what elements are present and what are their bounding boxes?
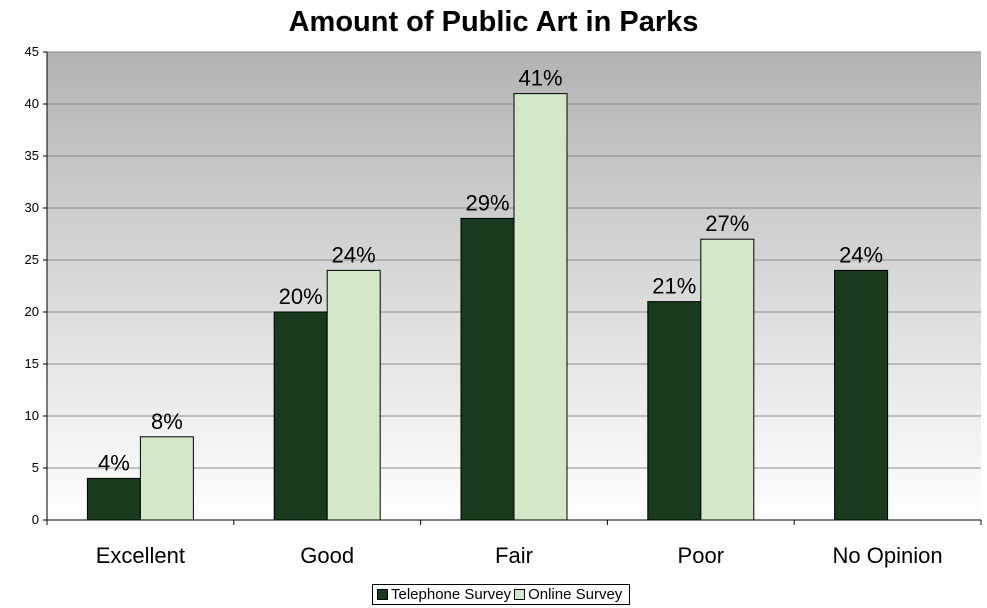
axes: [43, 51, 982, 525]
legend-item-telephone: Telephone Survey: [377, 586, 511, 603]
y-tick-labels: 0 5 10 15 20 25 30 35 40 45: [25, 44, 39, 527]
data-label: 8%: [151, 409, 183, 434]
x-category-label: Fair: [495, 543, 533, 568]
y-tick-label: 30: [25, 200, 39, 215]
y-tick-label: 0: [32, 512, 39, 527]
data-label: 20%: [279, 284, 323, 309]
bars: [86, 93, 889, 521]
x-category-label: No Opinion: [833, 543, 943, 568]
chart-title: Amount of Public Art in Parks: [288, 6, 699, 38]
y-tick-label: 40: [25, 96, 39, 111]
legend-label-online: Online Survey: [528, 586, 623, 603]
bar-telephone: [647, 301, 702, 521]
bar-telephone: [460, 217, 515, 521]
bar-telephone: [273, 311, 328, 521]
data-label: 27%: [705, 211, 749, 236]
legend-swatch-online: [514, 589, 526, 600]
bar-online: [700, 238, 755, 521]
y-tick-label: 25: [25, 252, 39, 267]
data-label: 29%: [465, 190, 509, 215]
bar-online: [513, 93, 568, 521]
x-category-label: Poor: [678, 543, 724, 568]
y-tick-label: 15: [25, 356, 39, 371]
x-category-label: Good: [300, 543, 354, 568]
y-tick-label: 45: [25, 44, 39, 59]
data-label: 4%: [98, 450, 130, 475]
legend-label-telephone: Telephone Survey: [391, 586, 512, 603]
y-tick-label: 20: [25, 304, 39, 319]
bar-telephone: [834, 269, 889, 521]
bar-online: [326, 269, 381, 521]
y-tick-label: 5: [32, 460, 39, 475]
x-category-label: Excellent: [96, 543, 185, 568]
y-tick-label: 10: [25, 408, 39, 423]
legend-item-online: Online Survey: [514, 586, 622, 603]
y-tick-label: 35: [25, 148, 39, 163]
data-label: 41%: [518, 66, 562, 91]
data-label: 24%: [332, 242, 376, 267]
legend-swatch-telephone: [377, 589, 388, 600]
legend: Telephone Survey Online Survey: [372, 584, 631, 605]
bar-telephone: [86, 477, 141, 521]
category-labels: Excellent Good Fair Poor No Opinion: [96, 543, 943, 568]
bar-online: [139, 436, 194, 521]
data-label: 21%: [652, 274, 696, 299]
data-labels: 4% 8% 20% 24% 29% 41% 21% 27% 24%: [98, 66, 883, 476]
data-label: 24%: [839, 242, 883, 267]
